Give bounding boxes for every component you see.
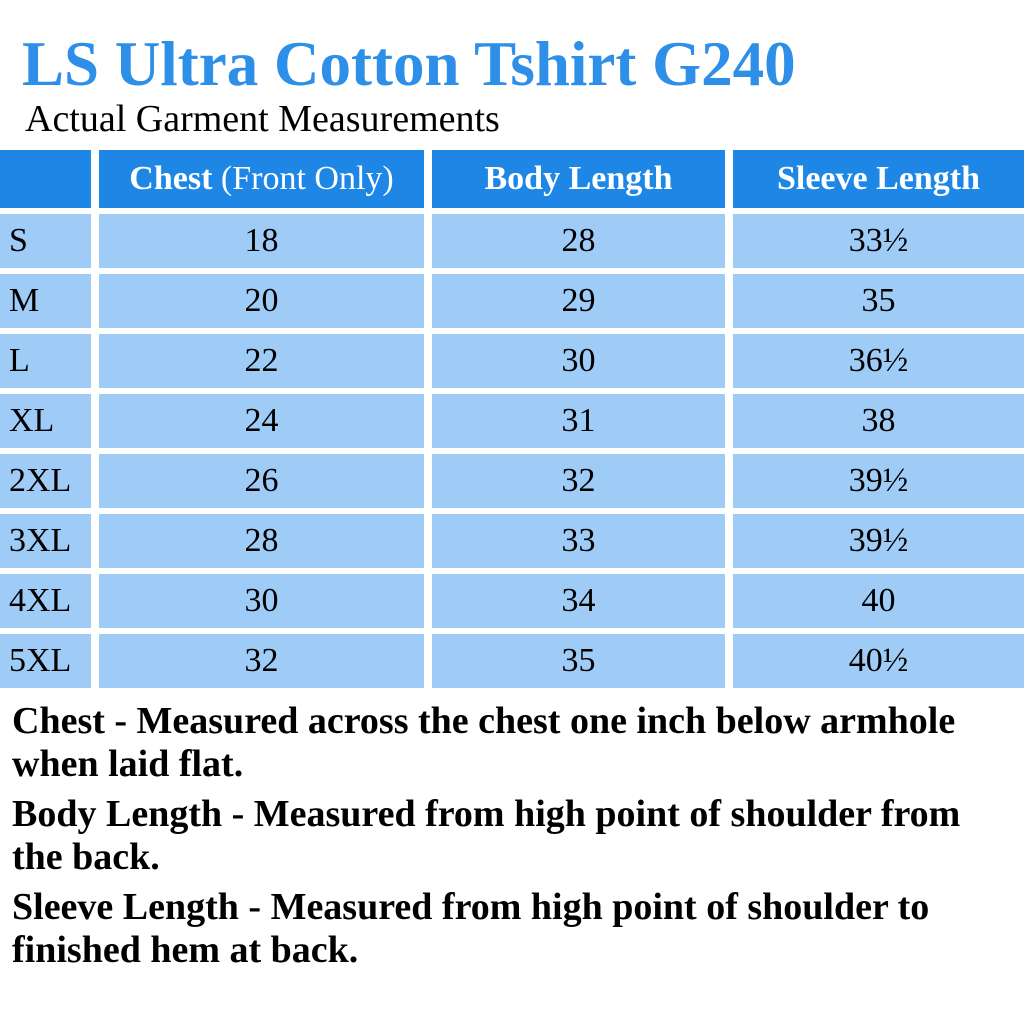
note-sleeve-length: Sleeve Length - Measured from high point… <box>12 885 930 971</box>
column-header-sleeve-length-bold: Sleeve Length <box>776 159 981 197</box>
body-length-cell: 35 <box>432 633 725 688</box>
sleeve-length-cell: 38 <box>733 393 1024 448</box>
chest-cell: 18 <box>99 213 424 268</box>
size-cell: M <box>0 273 91 328</box>
column-header-body-length: Body Length <box>432 149 725 208</box>
sleeve-length-cell: 36½ <box>733 333 1024 388</box>
body-length-cell: 28 <box>432 213 725 268</box>
size-cell: 5XL <box>0 633 91 688</box>
body-length-cell: 33 <box>432 513 725 568</box>
measurement-notes: Chest - Measured across the chest one in… <box>12 700 1008 972</box>
sleeve-length-cell: 39½ <box>733 453 1024 508</box>
chest-cell: 28 <box>99 513 424 568</box>
size-cell: S <box>0 213 91 268</box>
corner-header-cell <box>0 149 91 208</box>
size-table: Chest (Front Only) Body Length Sleeve Le… <box>0 149 1024 688</box>
size-cell: XL <box>0 393 91 448</box>
sleeve-length-cell: 40½ <box>733 633 1024 688</box>
body-length-cell: 34 <box>432 573 725 628</box>
sleeve-length-cell: 35 <box>733 273 1024 328</box>
column-header-sleeve-length: Sleeve Length <box>733 149 1024 208</box>
sleeve-length-cell: 39½ <box>733 513 1024 568</box>
chest-cell: 32 <box>99 633 424 688</box>
sleeve-length-cell: 40 <box>733 573 1024 628</box>
body-length-cell: 32 <box>432 453 725 508</box>
size-cell: 3XL <box>0 513 91 568</box>
body-length-cell: 30 <box>432 333 725 388</box>
column-header-chest: Chest (Front Only) <box>99 149 424 208</box>
page-title: LS Ultra Cotton Tshirt G240 <box>22 29 796 99</box>
chest-cell: 20 <box>99 273 424 328</box>
column-header-body-length-bold: Body Length <box>484 159 673 197</box>
body-length-cell: 31 <box>432 393 725 448</box>
chest-cell: 24 <box>99 393 424 448</box>
size-cell: L <box>0 333 91 388</box>
note-chest: Chest - Measured across the chest one in… <box>12 699 956 785</box>
chest-cell: 30 <box>99 573 424 628</box>
column-header-chest-rest: (Front Only) <box>212 159 394 197</box>
page-subtitle: Actual Garment Measurements <box>25 98 500 141</box>
size-cell: 2XL <box>0 453 91 508</box>
column-header-chest-bold: Chest <box>129 159 213 197</box>
body-length-cell: 29 <box>432 273 725 328</box>
note-body-length: Body Length - Measured from high point o… <box>12 792 961 878</box>
chest-cell: 22 <box>99 333 424 388</box>
sleeve-length-cell: 33½ <box>733 213 1024 268</box>
chest-cell: 26 <box>99 453 424 508</box>
size-cell: 4XL <box>0 573 91 628</box>
